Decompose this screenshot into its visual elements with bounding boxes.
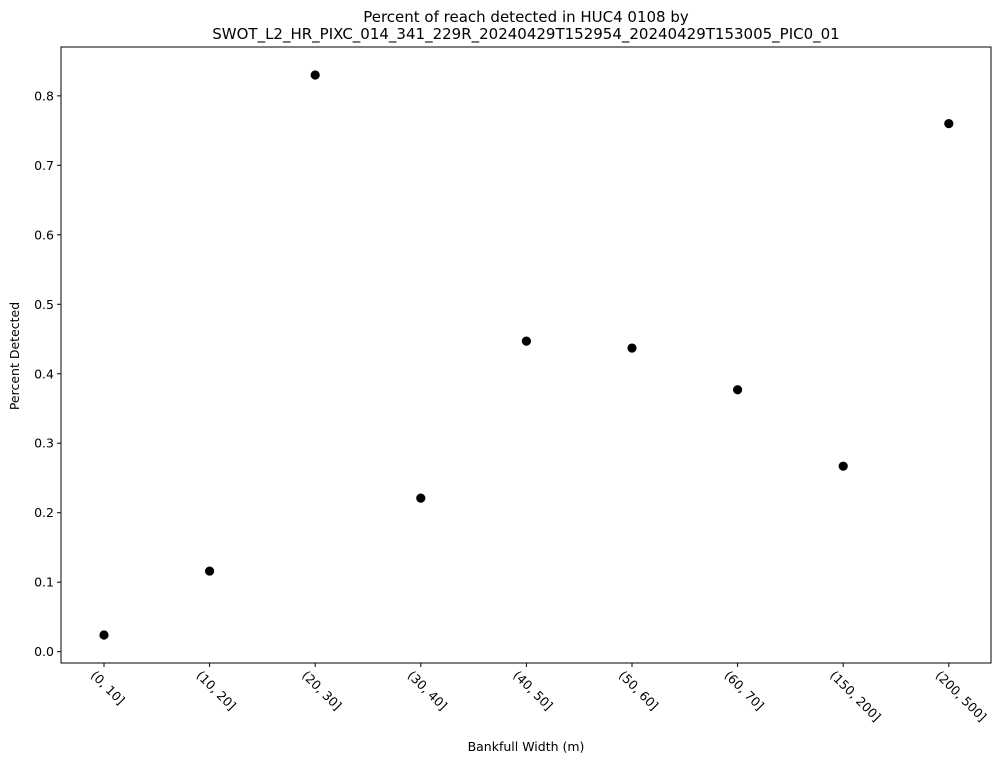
y-axis-label: Percent Detected (7, 302, 22, 410)
y-tick-label: 0.3 (34, 436, 54, 451)
y-tick-label: 0.6 (34, 227, 54, 242)
x-tick-label: (50, 60] (616, 668, 662, 714)
chart-title-line-2: SWOT_L2_HR_PIXC_014_341_229R_20240429T15… (212, 25, 840, 43)
data-point (521, 336, 532, 346)
data-point (944, 119, 954, 129)
x-tick-label: (0, 10] (88, 668, 128, 708)
x-tick-label: (200, 500] (933, 668, 990, 725)
y-tick-label: 0.7 (34, 158, 54, 173)
data-point (733, 385, 743, 395)
plot-frame (60, 46, 992, 664)
y-tick-label: 0.4 (34, 366, 54, 381)
y-tick-label: 0.5 (34, 297, 54, 312)
x-tick-label: (30, 40] (405, 668, 451, 714)
x-tick-label: (150, 200] (827, 668, 884, 725)
y-tick-label: 0.0 (34, 644, 54, 659)
x-tick-label: (60, 70] (721, 668, 767, 714)
x-tick-label: (40, 50] (510, 668, 556, 714)
y-tick-label: 0.1 (34, 575, 54, 590)
data-point (205, 566, 215, 576)
x-tick-label: (20, 30] (299, 668, 345, 714)
data-point (416, 493, 426, 503)
data-point (310, 70, 320, 80)
data-point (838, 461, 848, 471)
chart-title-line-1: Percent of reach detected in HUC4 0108 b… (363, 8, 689, 26)
x-tick-label: (10, 20] (193, 668, 239, 714)
y-tick-label: 0.8 (34, 88, 54, 103)
data-point (627, 343, 637, 353)
x-axis-label: Bankfull Width (m) (468, 739, 585, 754)
data-point (99, 630, 109, 640)
y-tick-label: 0.2 (34, 505, 54, 520)
